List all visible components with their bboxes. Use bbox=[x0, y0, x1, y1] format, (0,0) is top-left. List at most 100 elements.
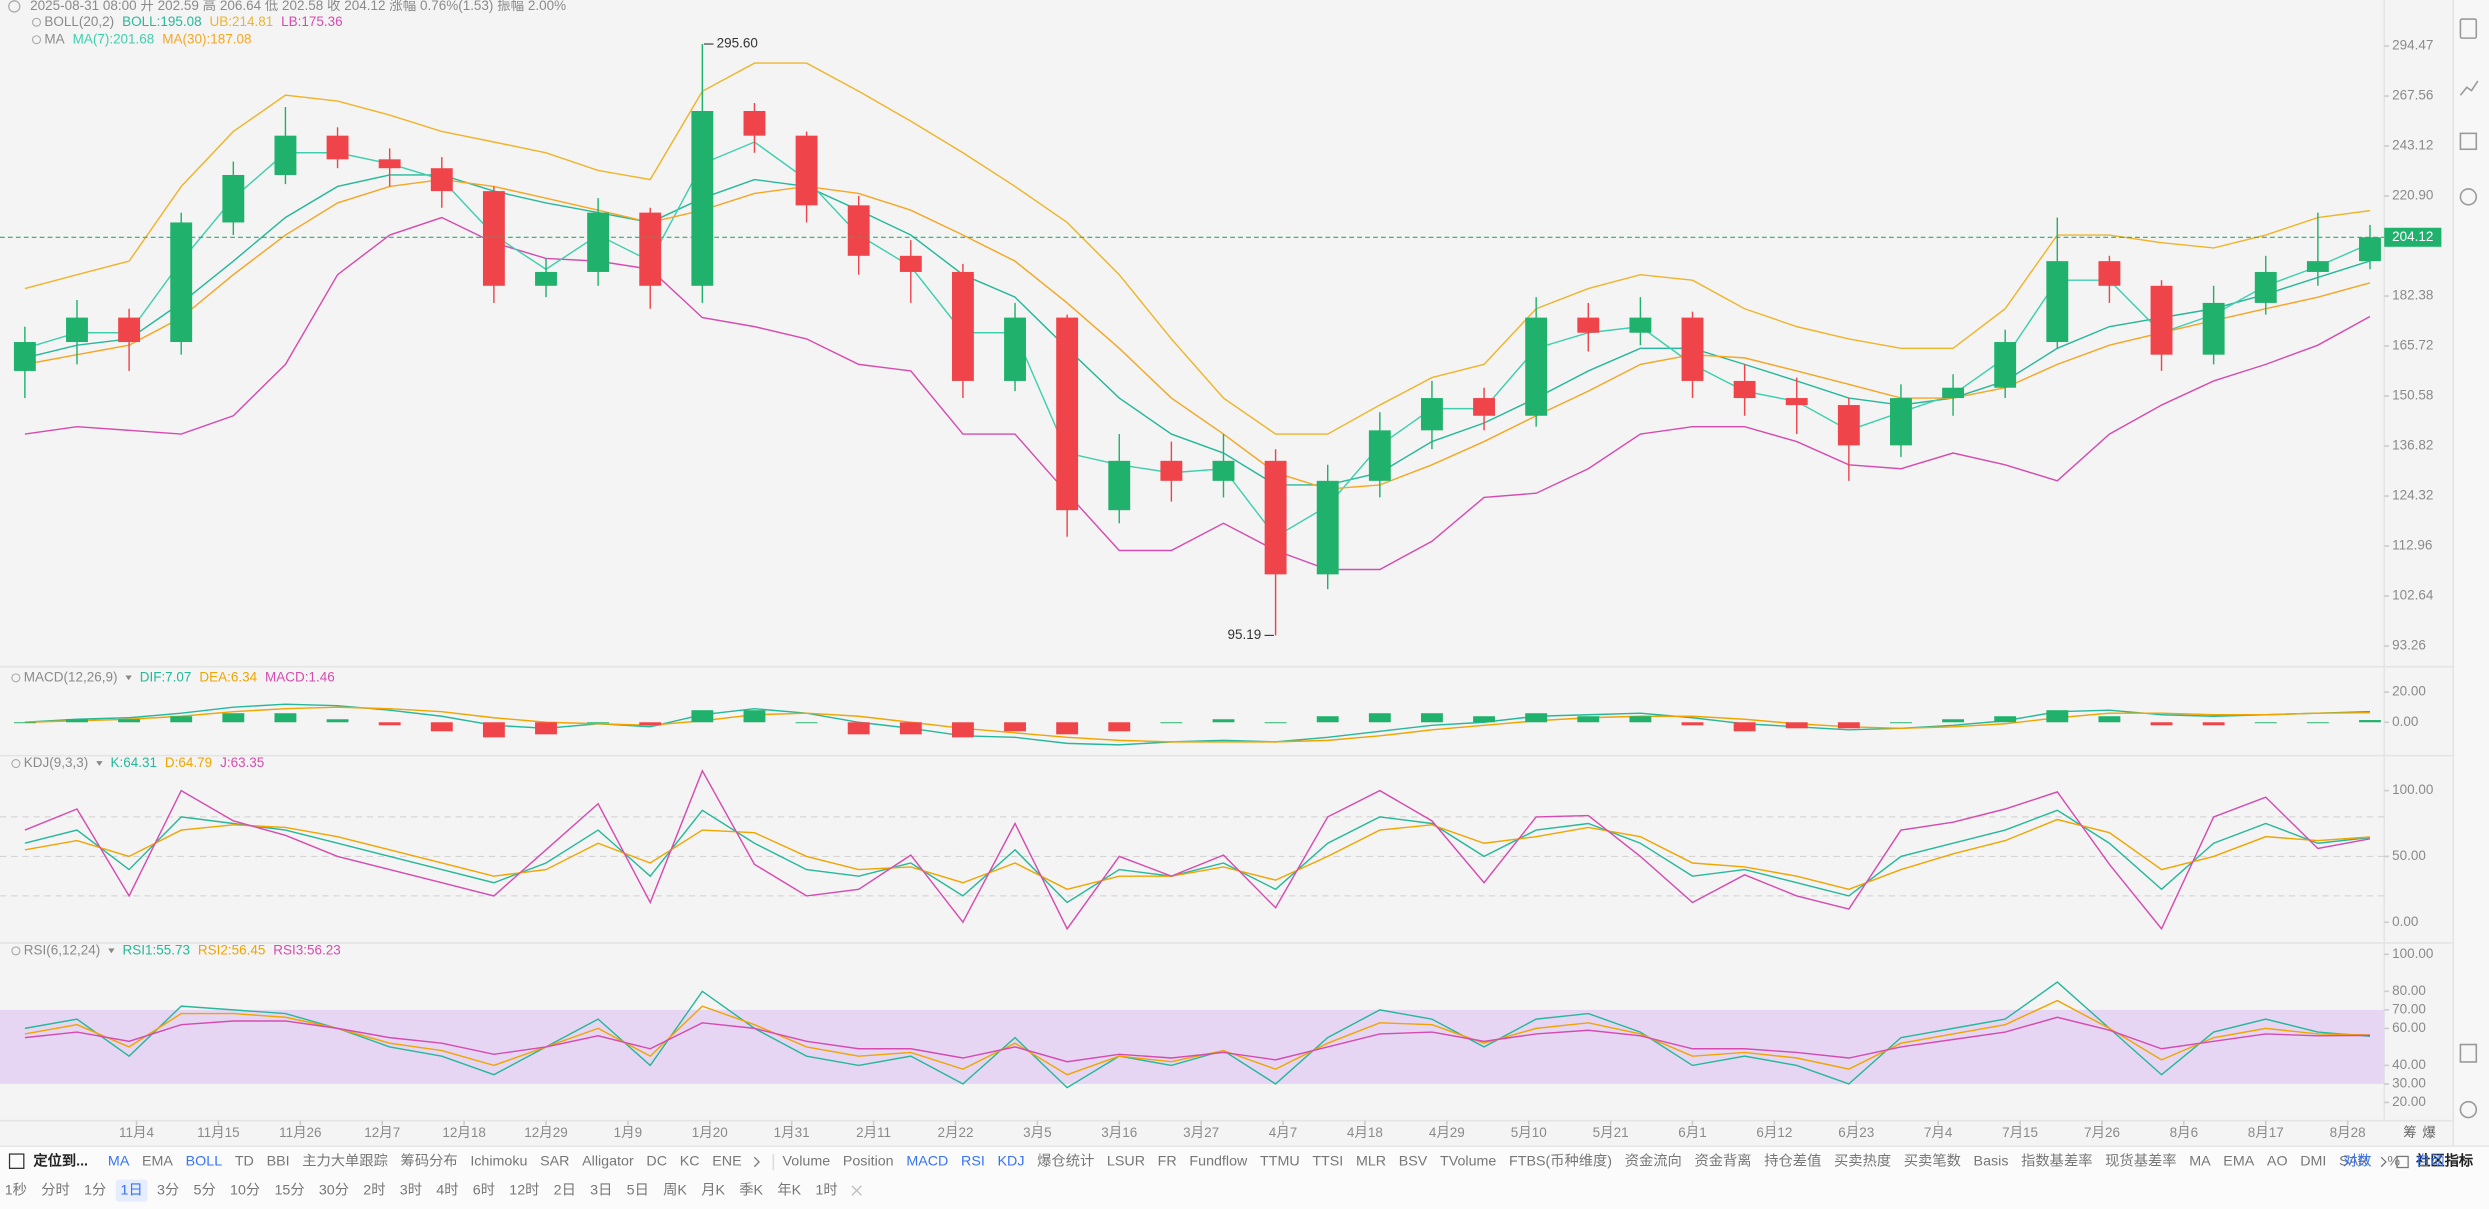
toolbar-item[interactable]: Volume bbox=[783, 1154, 831, 1170]
legend-icon[interactable] bbox=[11, 759, 21, 769]
toolbar-item[interactable]: DC bbox=[646, 1154, 667, 1170]
toolbar-item[interactable]: Basis bbox=[1974, 1154, 2009, 1170]
toolbar-item[interactable]: Fundflow bbox=[1189, 1154, 1248, 1170]
toolbar-item[interactable]: 持仓差值 bbox=[1764, 1153, 1821, 1170]
icon-layout[interactable] bbox=[2459, 1043, 2478, 1063]
legend-item: UB:214.81 bbox=[210, 14, 274, 29]
y-tick-label: 100.00 bbox=[2392, 946, 2433, 961]
macd-bar bbox=[1890, 722, 1912, 724]
toolbar-item[interactable]: FR bbox=[1158, 1154, 1177, 1170]
toolbar-item[interactable]: TTSI bbox=[1312, 1154, 1343, 1170]
timeframe[interactable]: 季K bbox=[739, 1181, 763, 1198]
icon-support[interactable] bbox=[2459, 1100, 2478, 1119]
toolbar-item[interactable]: MA bbox=[108, 1154, 130, 1170]
toolbar-item[interactable]: LSUR bbox=[1107, 1154, 1145, 1170]
candle-body bbox=[639, 212, 662, 286]
toolbar-item[interactable]: Alligator bbox=[582, 1154, 634, 1170]
timeframe[interactable]: 6时 bbox=[473, 1181, 495, 1198]
dropdown-icon[interactable] bbox=[125, 675, 132, 681]
toolbar-item[interactable]: 买卖笔数 bbox=[1904, 1153, 1961, 1170]
macd-bar bbox=[1629, 716, 1652, 723]
toolbar-item[interactable]: 指数基差率 bbox=[2021, 1153, 2092, 1170]
toolbar-item[interactable]: EMA bbox=[142, 1154, 173, 1170]
timeframe[interactable]: 月K bbox=[701, 1182, 725, 1198]
icon-grid[interactable] bbox=[2459, 132, 2478, 151]
toolbar-item[interactable]: Ichimoku bbox=[470, 1154, 527, 1170]
toolbar-item[interactable]: 筹码分布 bbox=[401, 1153, 458, 1170]
toolbar-item[interactable]: AO bbox=[2267, 1154, 2288, 1170]
legend-icon[interactable] bbox=[11, 673, 21, 683]
collapse-icon[interactable] bbox=[8, 0, 21, 13]
timeframe[interactable]: 3时 bbox=[400, 1181, 422, 1198]
dropdown-icon[interactable] bbox=[108, 948, 115, 954]
timeframe[interactable]: 2时 bbox=[363, 1181, 385, 1198]
close-icon[interactable] bbox=[851, 1185, 862, 1196]
toolbar-item[interactable]: 买卖热度 bbox=[1834, 1153, 1891, 1170]
icon-trend[interactable] bbox=[2459, 80, 2479, 96]
y-tick-label: 50.00 bbox=[2392, 848, 2426, 863]
side-label[interactable]: 爆 bbox=[2422, 1125, 2436, 1140]
chevron[interactable] bbox=[2380, 1156, 2387, 1168]
timeframe[interactable]: 1秒 bbox=[5, 1181, 27, 1198]
edit-icon[interactable] bbox=[2396, 1155, 2409, 1169]
timeframe[interactable]: 年K bbox=[777, 1181, 801, 1198]
y-tick-label: 150.58 bbox=[2392, 388, 2433, 403]
locate-button[interactable]: 定位到... bbox=[33, 1152, 88, 1170]
timeframe[interactable]: 分时 bbox=[41, 1181, 70, 1198]
calendar-icon[interactable] bbox=[8, 1153, 25, 1169]
timeframe[interactable]: 10分 bbox=[230, 1181, 260, 1198]
timeframe[interactable]: 1分 bbox=[84, 1181, 106, 1198]
toolbar-item[interactable]: TD bbox=[235, 1154, 254, 1170]
legend-icon[interactable] bbox=[11, 946, 21, 956]
timeframe[interactable]: 5分 bbox=[194, 1181, 216, 1198]
toolbar-item[interactable]: 自动 bbox=[2416, 1153, 2445, 1170]
timeframe[interactable]: 30分 bbox=[319, 1181, 349, 1198]
community-indicators[interactable]: 社区指标 bbox=[2415, 1152, 2473, 1170]
dropdown-icon[interactable] bbox=[96, 761, 103, 766]
toolbar-item[interactable]: SAR bbox=[540, 1154, 569, 1170]
toolbar-item[interactable]: MACD bbox=[906, 1154, 948, 1170]
toolbar-item[interactable]: MLR bbox=[1356, 1154, 1386, 1170]
toolbar-item[interactable]: 主力大单跟踪 bbox=[302, 1153, 388, 1170]
toolbar-item[interactable]: BOLL bbox=[186, 1154, 223, 1170]
toolbar-item[interactable]: KC bbox=[680, 1154, 700, 1170]
toolbar-item[interactable]: DMI bbox=[2300, 1154, 2326, 1170]
timeframe[interactable]: 1时 bbox=[815, 1181, 837, 1198]
toolbar-item[interactable]: % bbox=[2387, 1154, 2400, 1170]
timeframe[interactable]: 15分 bbox=[274, 1181, 304, 1198]
toolbar-item[interactable]: KDJ bbox=[998, 1154, 1025, 1170]
candle-body bbox=[430, 168, 453, 192]
toolbar-item[interactable]: ENE bbox=[712, 1154, 741, 1170]
chevron[interactable] bbox=[753, 1156, 760, 1168]
toolbar-item[interactable]: BSV bbox=[1399, 1154, 1428, 1170]
legend-icon[interactable] bbox=[31, 17, 42, 27]
toolbar-item[interactable]: TTMU bbox=[1260, 1154, 1300, 1170]
toolbar-item[interactable]: RSI bbox=[961, 1154, 985, 1170]
timeframe[interactable]: 4时 bbox=[436, 1181, 458, 1198]
toolbar-item[interactable]: FTBS(币种维度) bbox=[1509, 1153, 1612, 1170]
toolbar-item[interactable]: 现货基差率 bbox=[2105, 1153, 2176, 1170]
toolbar-item[interactable]: 资金背离 bbox=[1695, 1153, 1752, 1170]
macd-bar bbox=[2254, 722, 2277, 724]
icon-export[interactable] bbox=[2459, 18, 2478, 39]
toolbar-item[interactable]: SAR bbox=[2339, 1154, 2368, 1170]
toolbar-item[interactable]: TVolume bbox=[1440, 1154, 1496, 1170]
timeframe[interactable]: 周K bbox=[663, 1182, 687, 1198]
toolbar-item[interactable]: BBI bbox=[267, 1154, 290, 1170]
timeframe[interactable]: 3分 bbox=[157, 1181, 179, 1198]
toolbar-item[interactable]: 对数 bbox=[2343, 1153, 2372, 1170]
timeframe[interactable]: 2日 bbox=[554, 1182, 576, 1198]
toolbar-item[interactable]: 爆仓统计 bbox=[1037, 1153, 1094, 1170]
toolbar-item[interactable]: MA bbox=[2189, 1154, 2211, 1170]
timeframe[interactable]: 1日 bbox=[121, 1182, 143, 1198]
timeframe[interactable]: 5日 bbox=[627, 1182, 649, 1198]
icon-compare[interactable] bbox=[2459, 188, 2478, 206]
toolbar-item[interactable]: 资金流向 bbox=[1625, 1153, 1682, 1170]
timeframe[interactable]: 3日 bbox=[590, 1182, 612, 1198]
legend-icon[interactable] bbox=[31, 35, 42, 45]
toolbar-item[interactable]: Position bbox=[843, 1154, 894, 1170]
toolbar-item[interactable]: EMA bbox=[2223, 1154, 2254, 1170]
side-label[interactable]: 筹 bbox=[2403, 1124, 2417, 1140]
timeframe[interactable]: 12时 bbox=[509, 1181, 539, 1198]
